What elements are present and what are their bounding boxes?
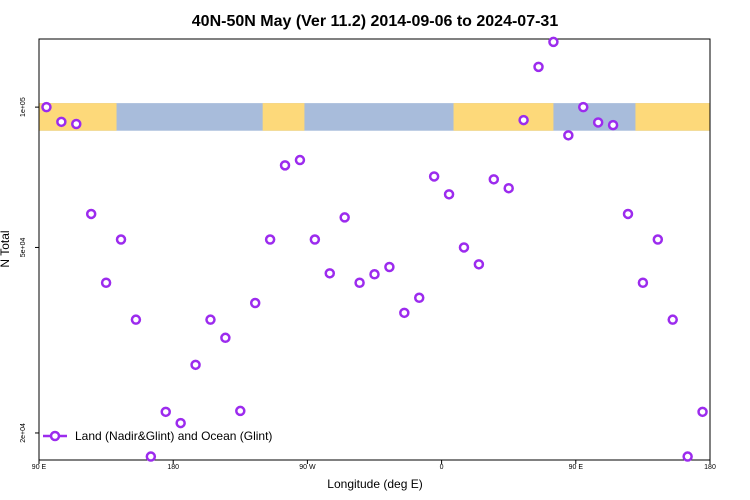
data-point xyxy=(607,119,619,131)
data-point xyxy=(533,61,544,73)
data-point xyxy=(85,208,97,220)
map-strip-land xyxy=(453,103,554,131)
data-points xyxy=(41,36,708,462)
data-point xyxy=(56,116,67,128)
data-point xyxy=(518,114,529,126)
legend-label: Land (Nadir&Glint) and Ocean (Glint) xyxy=(75,429,272,443)
y-tick-label: 5e+04 xyxy=(20,238,27,258)
data-point xyxy=(235,405,246,417)
data-point xyxy=(488,174,500,185)
data-point xyxy=(697,406,708,418)
data-point xyxy=(637,277,649,289)
data-point xyxy=(428,171,440,182)
x-tick-label: 90 E xyxy=(32,464,47,471)
data-point xyxy=(399,307,410,319)
data-point xyxy=(682,451,693,462)
data-point xyxy=(578,101,589,113)
data-point xyxy=(160,406,171,418)
data-point xyxy=(175,417,186,429)
data-point xyxy=(309,234,321,245)
data-point xyxy=(503,182,514,194)
y-axis: 2e+04 5e+04 1e+05 xyxy=(20,97,39,443)
data-point xyxy=(563,130,574,141)
data-point xyxy=(413,292,425,304)
data-point xyxy=(145,451,157,462)
data-point xyxy=(279,160,291,171)
legend-marker xyxy=(49,430,61,442)
data-point xyxy=(592,117,604,128)
data-point xyxy=(369,269,380,280)
data-point xyxy=(458,242,470,253)
x-tick-label: 90 E xyxy=(569,464,584,471)
y-tick-label: 1e+05 xyxy=(20,97,27,117)
data-point xyxy=(115,234,127,245)
data-point xyxy=(384,261,395,273)
data-point xyxy=(667,314,678,325)
data-point xyxy=(190,359,201,371)
data-point xyxy=(41,101,52,113)
data-point xyxy=(622,208,634,220)
x-axis-label: Longitude (deg E) xyxy=(327,477,422,491)
data-point xyxy=(130,314,142,325)
data-point xyxy=(264,234,276,245)
map-strip xyxy=(39,103,710,131)
data-point xyxy=(354,277,365,289)
map-strip-land xyxy=(262,103,305,131)
data-point xyxy=(220,332,231,344)
data-point xyxy=(71,118,82,130)
data-point xyxy=(324,268,336,279)
data-point xyxy=(443,189,455,200)
x-tick-label: 180 xyxy=(167,464,179,471)
y-axis-label: N Total xyxy=(0,230,12,267)
data-point xyxy=(249,297,261,309)
map-strip-land xyxy=(635,103,710,131)
data-point xyxy=(205,314,216,325)
data-point xyxy=(652,234,664,245)
data-point xyxy=(294,154,306,166)
legend: Land (Nadir&Glint) and Ocean (Glint) xyxy=(43,429,272,443)
y-tick-label: 2e+04 xyxy=(20,423,27,443)
x-axis: 90 E 180 90 W 0 90 E 180 xyxy=(32,460,716,471)
x-tick-label: 0 xyxy=(440,464,444,471)
data-point xyxy=(100,277,112,289)
data-point xyxy=(473,259,485,270)
chart-title: 40N-50N May (Ver 11.2) 2014-09-06 to 202… xyxy=(192,13,559,30)
x-tick-label: 180 xyxy=(704,464,716,471)
data-point xyxy=(339,212,350,223)
data-point xyxy=(548,36,559,48)
plot-frame xyxy=(38,38,711,461)
x-tick-label: 90 W xyxy=(299,464,316,471)
